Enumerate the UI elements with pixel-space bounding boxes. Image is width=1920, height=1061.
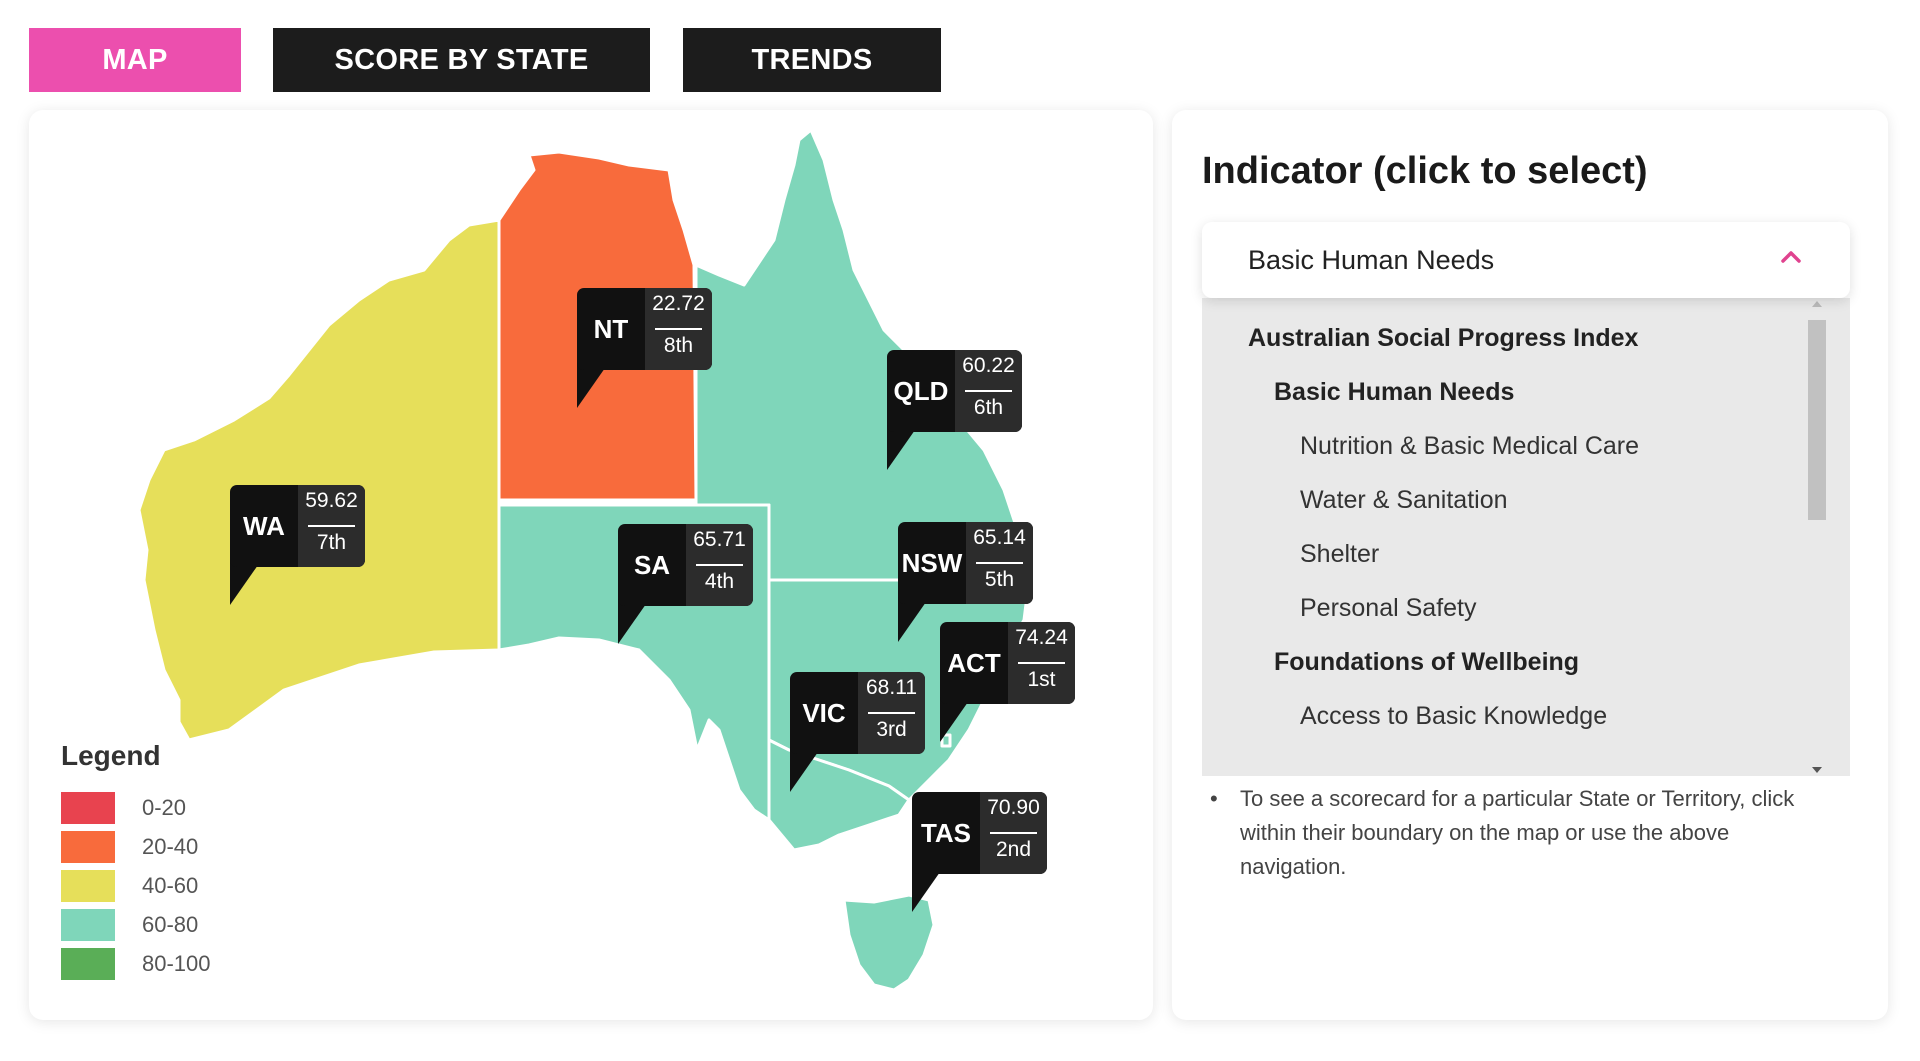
pin-value-box: 70.90 2nd [980,792,1047,874]
pin-wa[interactable]: WA 59.62 7th [230,485,365,605]
pin-state-abbr: ACT [947,647,1001,678]
indicator-panel: Indicator (click to select) Basic Human … [1172,110,1888,1020]
pin-value-box: 22.72 8th [645,288,712,370]
pin-state-abbr: VIC [802,697,846,728]
state-wa[interactable] [137,218,501,742]
instruction-text: To see a scorecard for a particular Stat… [1240,786,1795,879]
pin-value-box: 68.11 3rd [858,672,925,754]
bullet: • [1210,786,1218,811]
legend-label: 60-80 [142,911,199,937]
legend-item: 60-80 [61,905,211,944]
pin-rank: 5th [984,568,1015,591]
tab-map[interactable]: MAP [29,28,241,92]
legend-item: 20-40 [61,827,211,866]
pin-value-box: 65.71 4th [686,524,753,606]
map-legend: Legend 0-20 20-40 40-60 60-80 80-100 [61,740,211,983]
pin-state-abbr: TAS [920,817,972,848]
indicator-options-list[interactable]: Australian Social Progress Index Basic H… [1202,298,1850,776]
pin-score: 22.72 [652,292,705,315]
option-personal-safety[interactable]: Personal Safety [1300,594,1477,622]
pin-state-abbr: NT [593,313,629,344]
pin-divider [868,712,915,714]
pin-value-box: 59.62 7th [298,485,365,567]
option-basic-human-needs[interactable]: Basic Human Needs [1274,378,1515,406]
pin-rank: 8th [663,334,694,357]
pin-qld[interactable]: QLD 60.22 6th [887,350,1022,470]
legend-label: 40-60 [142,872,199,898]
pin-state-abbr: NSW [901,547,963,578]
pin-divider [308,525,355,527]
option-foundations-of-wellbeing[interactable]: Foundations of Wellbeing [1274,648,1580,676]
pin-score: 65.14 [973,526,1026,549]
option-australian-social-progress-index[interactable]: Australian Social Progress Index [1248,324,1639,352]
legend-swatch [61,869,115,902]
scroll-down-arrow-icon[interactable] [1812,766,1822,774]
indicator-select[interactable]: Basic Human Needs [1202,222,1850,298]
pin-tas[interactable]: TAS 70.90 2nd [912,792,1047,912]
pin-nsw[interactable]: NSW 65.14 5th [898,522,1033,642]
tab-trends[interactable]: TRENDS [683,28,941,92]
pin-vic[interactable]: VIC 68.11 3rd [790,672,925,792]
legend-swatch [61,908,115,941]
pin-rank: 4th [704,570,735,593]
scroll-up-arrow-icon[interactable] [1812,300,1822,308]
legend-label: 0-20 [142,794,187,820]
pin-nt[interactable]: NT 22.72 8th [577,288,712,408]
pin-divider [655,328,702,330]
scrollbar[interactable] [1808,298,1826,776]
legend-swatch [61,791,115,824]
australia-map [137,128,1031,992]
option-access-to-basic-knowledge[interactable]: Access to Basic Knowledge [1300,702,1608,730]
pin-state-abbr: QLD [893,375,949,406]
pin-score: 65.71 [693,528,746,551]
pin-rank: 2nd [995,838,1032,861]
pin-rank: 6th [973,396,1004,419]
indicator-title: Indicator (click to select) [1202,150,1648,192]
pin-divider [696,564,743,566]
legend-label: 20-40 [142,833,199,859]
pin-state-abbr: SA [633,549,671,580]
pin-score: 60.22 [962,354,1015,377]
tab-score-by-state[interactable]: SCORE BY STATE [273,28,650,92]
indicator-selected-value: Basic Human Needs [1248,244,1495,275]
option-nutrition-basic-medical-care[interactable]: Nutrition & Basic Medical Care [1300,432,1640,460]
pin-score: 68.11 [866,676,917,699]
pin-sa[interactable]: SA 65.71 4th [618,524,753,644]
pin-divider [965,390,1012,392]
legend-swatch [61,947,115,980]
legend-item: 80-100 [61,944,211,983]
pin-value-box: 74.24 1st [1008,622,1075,704]
state-tas[interactable] [842,893,936,992]
pin-rank: 7th [316,531,347,554]
option-shelter[interactable]: Shelter [1300,540,1380,568]
pin-value-box: 65.14 5th [966,522,1033,604]
legend-swatch [61,830,115,863]
scrollbar-thumb[interactable] [1808,320,1826,520]
legend-title: Legend [61,740,161,771]
pin-score: 70.90 [987,796,1040,819]
pin-value-box: 60.22 6th [955,350,1022,432]
pin-rank: 3rd [876,718,907,741]
pin-divider [1018,662,1065,664]
map-panel: WA 59.62 7th NT 22.72 8th QLD 60.22 6th … [29,110,1153,1020]
pin-rank: 1st [1027,668,1056,691]
legend-item: 0-20 [61,788,211,827]
legend-label: 80-100 [142,950,211,976]
pin-act[interactable]: ACT 74.24 1st [940,622,1075,742]
legend-item: 40-60 [61,866,211,905]
option-water-sanitation[interactable]: Water & Sanitation [1300,486,1508,514]
pin-score: 59.62 [305,489,358,512]
pin-divider [990,832,1037,834]
pin-divider [976,562,1023,564]
state-act[interactable] [940,733,952,748]
pin-state-abbr: WA [243,510,285,541]
pin-score: 74.24 [1015,626,1068,649]
chevron-up-icon[interactable] [1780,248,1802,264]
